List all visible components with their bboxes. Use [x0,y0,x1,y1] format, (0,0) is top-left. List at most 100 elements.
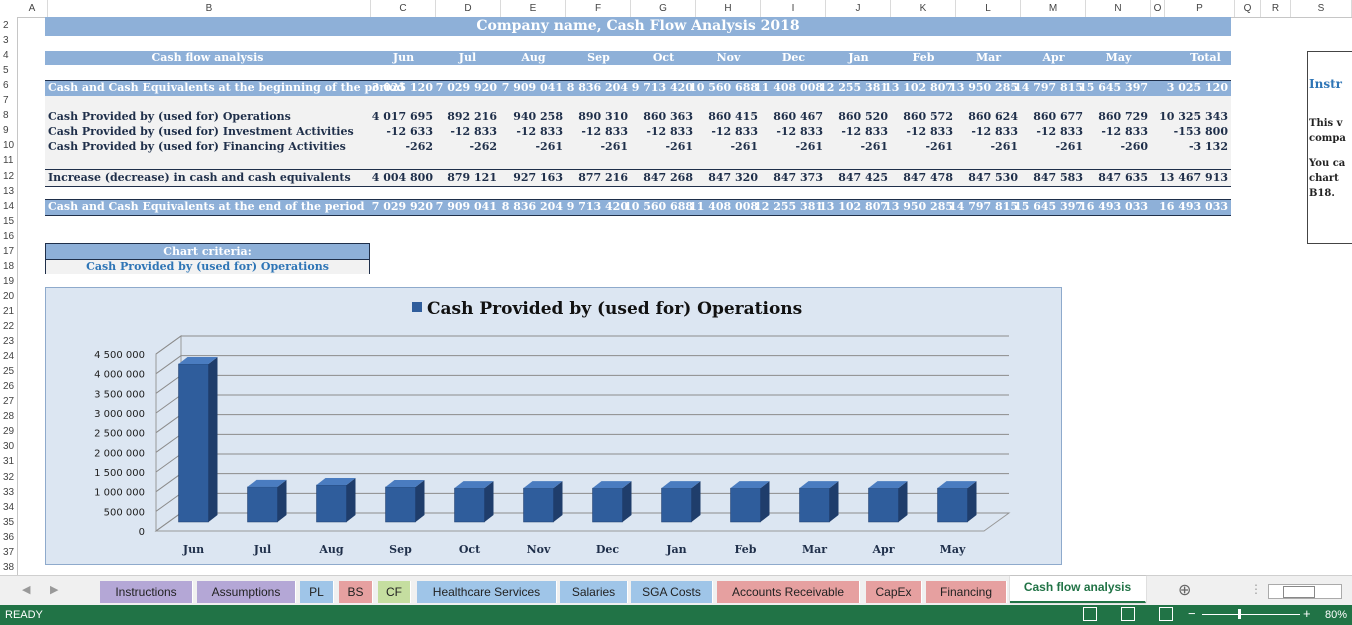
row-header-12[interactable]: 12 [3,170,15,182]
ops-value-10[interactable]: 860 677 [1033,110,1083,123]
zoom-level[interactable]: 80% [1325,609,1348,621]
increase-value-8[interactable]: 847 478 [903,171,953,184]
begin-value-9[interactable]: 13 950 285 [949,81,1018,94]
chart-bar-apr[interactable] [868,481,908,523]
row-header-17[interactable]: 17 [3,245,15,257]
end-value-2[interactable]: 8 836 204 [501,200,563,213]
column-header-K[interactable]: K [891,0,956,17]
row-header-21[interactable]: 21 [3,305,15,317]
column-header-L[interactable]: L [956,0,1021,17]
chart-bar-nov[interactable] [523,481,563,523]
begin-value-4[interactable]: 9 713 420 [631,81,693,94]
row-header-11[interactable]: 11 [3,155,14,167]
increase-value-6[interactable]: 847 373 [773,171,823,184]
sheet-tab-accounts-receivable[interactable]: Accounts Receivable [717,581,860,603]
fin-value-7[interactable]: -261 [860,140,888,153]
row-header-29[interactable]: 29 [3,426,15,438]
begin-value-5[interactable]: 10 560 688 [689,81,758,94]
sheet-tab-cash-flow-analysis[interactable]: Cash flow analysis [1010,576,1146,603]
row-header-3[interactable]: 3 [3,35,9,47]
increase-total[interactable]: 13 467 913 [1159,171,1228,184]
chart-bar-aug[interactable] [316,478,356,523]
row-header-24[interactable]: 24 [3,351,15,363]
operations-chart[interactable]: Cash Provided by (used for) Operations 4… [45,287,1062,565]
tab-scroll-left-icon[interactable]: ◀ [22,583,31,596]
fin-value-9[interactable]: -261 [990,140,1018,153]
row-header-10[interactable]: 10 [3,140,15,152]
fin-total[interactable]: -3 132 [1188,140,1228,153]
sheet-tab-salaries[interactable]: Salaries [560,581,628,603]
add-sheet-icon[interactable]: ⊕ [1178,580,1192,599]
sheet-tab-healthcare-services[interactable]: Healthcare Services [417,581,557,603]
begin-value-2[interactable]: 7 909 041 [501,81,563,94]
increase-value-9[interactable]: 847 530 [968,171,1018,184]
row-header-6[interactable]: 6 [3,80,9,92]
chart-bar-feb[interactable] [730,481,770,523]
column-header-N[interactable]: N [1086,0,1151,17]
tab-splitter-icon[interactable]: ⋮ [1250,582,1262,596]
sheet-tab-sga-costs[interactable]: SGA Costs [631,581,713,603]
column-header-F[interactable]: F [566,0,631,17]
fin-value-11[interactable]: -260 [1120,140,1148,153]
inv-value-3[interactable]: -12 833 [581,125,628,138]
fin-value-8[interactable]: -261 [925,140,953,153]
normal-view-icon[interactable] [1083,607,1097,621]
fin-value-1[interactable]: -262 [469,140,497,153]
begin-value-11[interactable]: 15 645 397 [1079,81,1148,94]
row-header-2[interactable]: 2 [3,20,9,31]
page-break-view-icon[interactable] [1159,607,1173,621]
sheet-tab-cf[interactable]: CF [378,581,411,603]
row-header-16[interactable]: 16 [3,230,15,242]
row-header-9[interactable]: 9 [3,125,9,137]
sheet-tab-capex[interactable]: CapEx [866,581,922,603]
tab-scroll-right-icon[interactable]: ▶ [50,583,59,596]
inv-value-8[interactable]: -12 833 [906,125,953,138]
begin-value-7[interactable]: 12 255 381 [819,81,888,94]
row-header-37[interactable]: 37 [3,546,15,558]
fin-value-4[interactable]: -261 [665,140,693,153]
increase-value-11[interactable]: 847 635 [1098,171,1148,184]
ops-total[interactable]: 10 325 343 [1159,110,1228,123]
end-value-11[interactable]: 16 493 033 [1079,200,1148,213]
chart-bar-oct[interactable] [454,481,494,523]
inv-value-2[interactable]: -12 833 [516,125,563,138]
chart-bar-dec[interactable] [592,481,632,523]
zoom-out-icon[interactable]: − [1188,606,1196,621]
chart-bar-mar[interactable] [799,481,839,523]
ops-value-7[interactable]: 860 520 [838,110,888,123]
row-header-32[interactable]: 32 [3,471,15,483]
column-header-H[interactable]: H [696,0,761,17]
begin-value-1[interactable]: 7 029 920 [435,81,497,94]
fin-value-0[interactable]: -262 [405,140,433,153]
row-header-23[interactable]: 23 [3,336,15,348]
inv-value-5[interactable]: -12 833 [711,125,758,138]
row-header-8[interactable]: 8 [3,110,9,122]
row-header-4[interactable]: 4 [3,50,9,62]
end-value-7[interactable]: 13 102 807 [819,200,888,213]
chart-bar-may[interactable] [937,481,977,523]
row-header-28[interactable]: 28 [3,411,15,423]
row-header-7[interactable]: 7 [3,95,9,107]
zoom-slider[interactable] [1202,614,1300,615]
ops-value-3[interactable]: 890 310 [578,110,628,123]
row-header-18[interactable]: 18 [3,260,15,272]
ops-value-2[interactable]: 940 258 [513,110,563,123]
row-header-38[interactable]: 38 [3,561,15,573]
chart-bar-jan[interactable] [661,481,701,523]
column-header-O[interactable]: O [1151,0,1165,17]
begin-total[interactable]: 3 025 120 [1166,81,1228,94]
row-header-14[interactable]: 14 [3,200,15,212]
increase-value-7[interactable]: 847 425 [838,171,888,184]
end-value-1[interactable]: 7 909 041 [435,200,497,213]
row-header-25[interactable]: 25 [3,366,15,378]
column-header-B[interactable]: B [48,0,371,17]
inv-value-6[interactable]: -12 833 [776,125,823,138]
fin-value-6[interactable]: -261 [795,140,823,153]
column-header-R[interactable]: R [1261,0,1291,17]
chart-bar-jun[interactable] [178,356,218,523]
inv-total[interactable]: -153 800 [1173,125,1228,138]
scrollbar-thumb[interactable] [1283,586,1315,598]
row-header-31[interactable]: 31 [3,456,15,468]
criteria-dropdown[interactable]: Cash Provided by (used for) Operations [46,260,369,274]
row-header-22[interactable]: 22 [3,321,15,332]
